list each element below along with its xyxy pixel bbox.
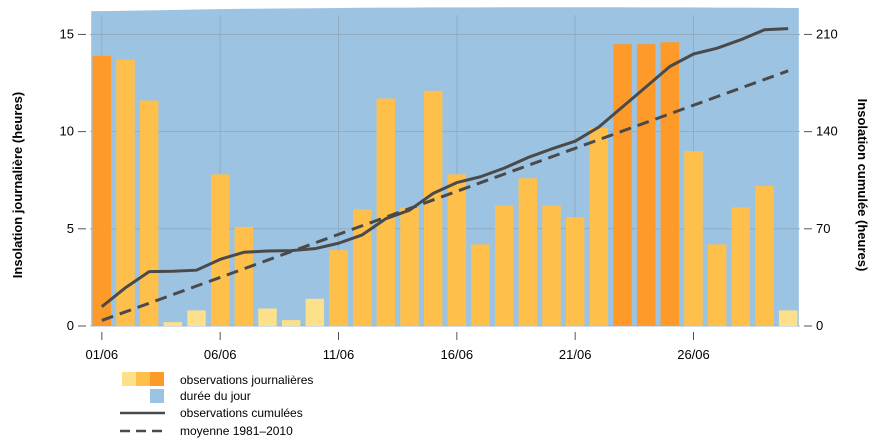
legend-swatch-daily-dark [150, 372, 164, 386]
daily-bar [731, 207, 751, 326]
daily-bar [471, 244, 490, 326]
y-right-tick-label: 140 [816, 124, 838, 139]
daily-bar [707, 244, 727, 326]
lines-layer [100, 27, 789, 322]
x-tick-label: 11/06 [323, 347, 355, 362]
x-tick-label: 01/06 [86, 347, 119, 362]
daily-bar [613, 44, 632, 326]
legend: observations journalières durée du jour … [120, 372, 313, 438]
x-tick-label: 16/06 [441, 347, 474, 362]
x-tick-label: 06/06 [204, 347, 237, 362]
y-right-tick-label: 70 [816, 221, 830, 236]
daily-bar [139, 100, 159, 327]
daily-bar [92, 55, 112, 326]
daily-bar [352, 209, 372, 326]
daily-bar [281, 320, 301, 326]
daily-bar [234, 226, 254, 326]
legend-label-cumulative: observations cumulées [180, 406, 303, 420]
x-tick-label: 26/06 [677, 347, 710, 362]
daily-bar [494, 205, 514, 326]
legend-label-daily: observations journalières [180, 373, 313, 387]
daily-bar [163, 322, 183, 326]
daily-bars-layer [92, 42, 798, 327]
daily-bar [187, 310, 206, 326]
y-right-tick-label: 0 [816, 318, 823, 333]
daily-bar [660, 42, 680, 327]
daily-bar [684, 151, 703, 326]
daily-bar [400, 207, 419, 326]
cumulative-observed-line [100, 27, 789, 308]
normal-cumulative-line [101, 69, 789, 322]
daily-bar [305, 298, 325, 326]
daily-bar [210, 174, 230, 326]
legend-label-daylength: durée du jour [180, 389, 251, 403]
y-left-tick-label: 5 [67, 221, 74, 236]
daily-bar [518, 178, 538, 326]
legend-swatch-daily-light [122, 372, 136, 386]
legend-swatch-daily-mid [136, 372, 150, 386]
y-axis-left-label: Insolation journalière (heures) [10, 92, 25, 278]
legend-swatch-daylength [150, 389, 164, 403]
y-axis-right-label: Insolation cumulée (heures) [855, 99, 870, 272]
daily-bar [258, 308, 277, 326]
daily-bar [423, 90, 443, 327]
y-right-tick-label: 210 [816, 26, 838, 41]
daily-bar [542, 205, 561, 326]
daily-bar [116, 59, 135, 327]
axes-layer: 0 5 10 15 0 70 140 210 01/06 06/06 11/06 16/06 21/06… [60, 26, 838, 362]
daily-bar [376, 98, 396, 326]
x-tick-label: 21/06 [559, 347, 592, 362]
daily-bar [778, 310, 798, 326]
y-left-tick-label: 0 [67, 318, 74, 333]
daily-bar [755, 186, 774, 326]
y-left-tick-label: 10 [60, 124, 74, 139]
daily-bar [565, 217, 585, 326]
daily-bar [329, 250, 348, 326]
daily-bar [447, 174, 467, 326]
daily-bar [636, 44, 656, 326]
y-left-tick-label: 15 [60, 26, 74, 41]
legend-label-normal: moyenne 1981–2010 [180, 424, 293, 438]
daily-bar [589, 127, 609, 326]
